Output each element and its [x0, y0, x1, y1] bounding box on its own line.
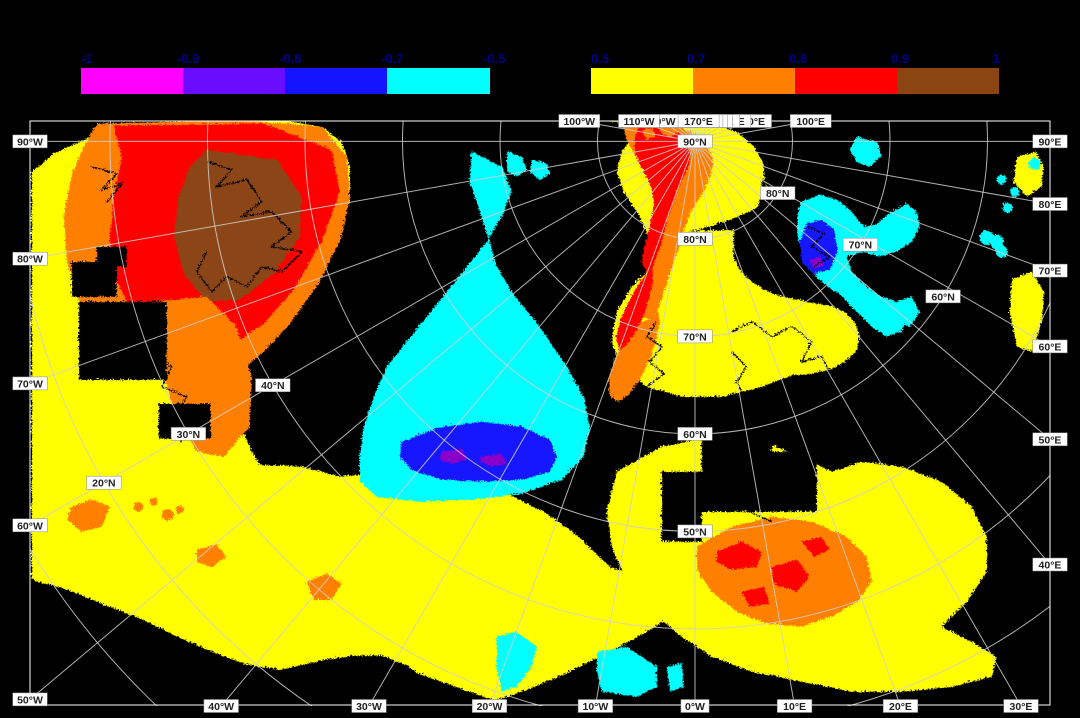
svg-text:0°W: 0°W: [685, 701, 705, 713]
svg-text:0.7: 0.7: [687, 51, 705, 66]
svg-text:100°W: 100°W: [563, 116, 595, 128]
svg-text:40°E: 40°E: [1039, 560, 1062, 572]
svg-text:1: 1: [993, 51, 1000, 66]
svg-text:70°N: 70°N: [849, 240, 872, 252]
svg-text:0.9: 0.9: [891, 51, 909, 66]
svg-text:20°E: 20°E: [889, 701, 912, 713]
svg-text:90°W: 90°W: [17, 136, 43, 148]
svg-text:-0.5: -0.5: [483, 51, 505, 66]
svg-text:0.8: 0.8: [789, 51, 807, 66]
svg-text:-1: -1: [81, 51, 93, 66]
svg-text:20°W: 20°W: [477, 701, 503, 713]
svg-text:60°W: 60°W: [17, 520, 43, 532]
svg-text:90°E: 90°E: [1039, 136, 1062, 148]
svg-text:60°E: 60°E: [1039, 341, 1062, 353]
svg-text:80°N: 80°N: [766, 188, 789, 200]
svg-text:50°N: 50°N: [683, 526, 706, 538]
svg-text:20°N: 20°N: [92, 478, 115, 490]
svg-text:70°W: 70°W: [17, 378, 43, 390]
svg-text:60°N: 60°N: [683, 429, 706, 441]
svg-text:50°E: 50°E: [1039, 434, 1062, 446]
svg-text:-0.9: -0.9: [177, 51, 199, 66]
svg-text:30°E: 30°E: [1010, 701, 1033, 713]
svg-text:60°N: 60°N: [931, 291, 954, 303]
svg-text:30°W: 30°W: [356, 701, 382, 713]
svg-text:70°E: 70°E: [1039, 266, 1062, 278]
svg-text:110°W: 110°W: [623, 116, 654, 128]
svg-text:-0.8: -0.8: [279, 51, 301, 66]
svg-text:10°W: 10°W: [583, 701, 609, 713]
svg-text:30°N: 30°N: [177, 429, 200, 441]
svg-text:80°W: 80°W: [17, 254, 43, 266]
svg-text:10°E: 10°E: [783, 701, 806, 713]
svg-text:40°N: 40°N: [261, 380, 284, 392]
svg-text:80°E: 80°E: [1039, 199, 1062, 211]
svg-text:80°N: 80°N: [683, 234, 706, 246]
svg-text:90°N: 90°N: [683, 136, 706, 148]
svg-text:100°E: 100°E: [796, 116, 825, 128]
svg-text:-0.7: -0.7: [381, 51, 403, 66]
svg-text:170°E: 170°E: [684, 116, 713, 128]
svg-text:40°W: 40°W: [208, 701, 234, 713]
svg-text:70°N: 70°N: [683, 331, 706, 343]
svg-text:50°W: 50°W: [17, 694, 43, 706]
svg-text:0.5: 0.5: [591, 51, 609, 66]
